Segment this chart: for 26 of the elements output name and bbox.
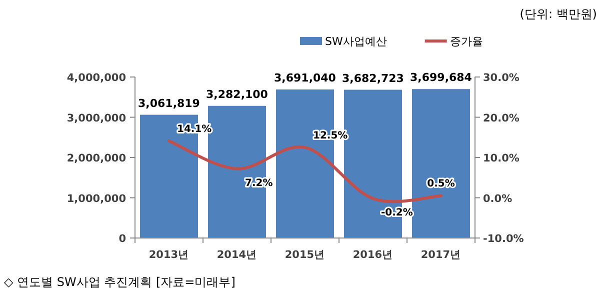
legend-label: 증가율	[450, 35, 483, 48]
y2-tick-label: 30.0%	[483, 72, 520, 84]
y-tick-label: 1,000,000	[66, 192, 126, 205]
data-label: 0.5%	[427, 178, 455, 190]
y-tick-label: 4,000,000	[66, 72, 126, 84]
y2-tick-label: 20.0%	[483, 112, 520, 124]
y2-tick-label: 0.0%	[483, 192, 513, 205]
bar	[412, 89, 470, 238]
y-tick-label: 0	[118, 233, 126, 245]
y2-tick-label: -10.0%	[483, 233, 524, 245]
x-tick-label: 2016년	[352, 249, 394, 261]
x-tick-label: 2015년	[284, 249, 326, 261]
y-tick-label: 3,000,000	[66, 112, 126, 124]
y-tick-label: 2,000,000	[66, 152, 126, 164]
data-label: 3,682,723	[342, 72, 404, 85]
x-tick-label: 2013년	[148, 249, 190, 261]
data-label: 3,282,100	[206, 88, 268, 101]
y2-tick-label: 10.0%	[483, 152, 520, 164]
data-label: 3,691,040	[274, 71, 336, 84]
text: (단위: 백만원)	[520, 7, 597, 21]
text: ◇ 연도별 SW사업 추진계획 [자료=미래부]	[4, 275, 236, 289]
x-tick-label: 2014년	[216, 249, 258, 261]
data-label: 3,061,819	[138, 96, 200, 110]
data-label: 3,699,684	[410, 71, 472, 84]
legend-label: SW사업예산	[325, 35, 387, 48]
x-tick-label: 2017년	[420, 249, 462, 261]
